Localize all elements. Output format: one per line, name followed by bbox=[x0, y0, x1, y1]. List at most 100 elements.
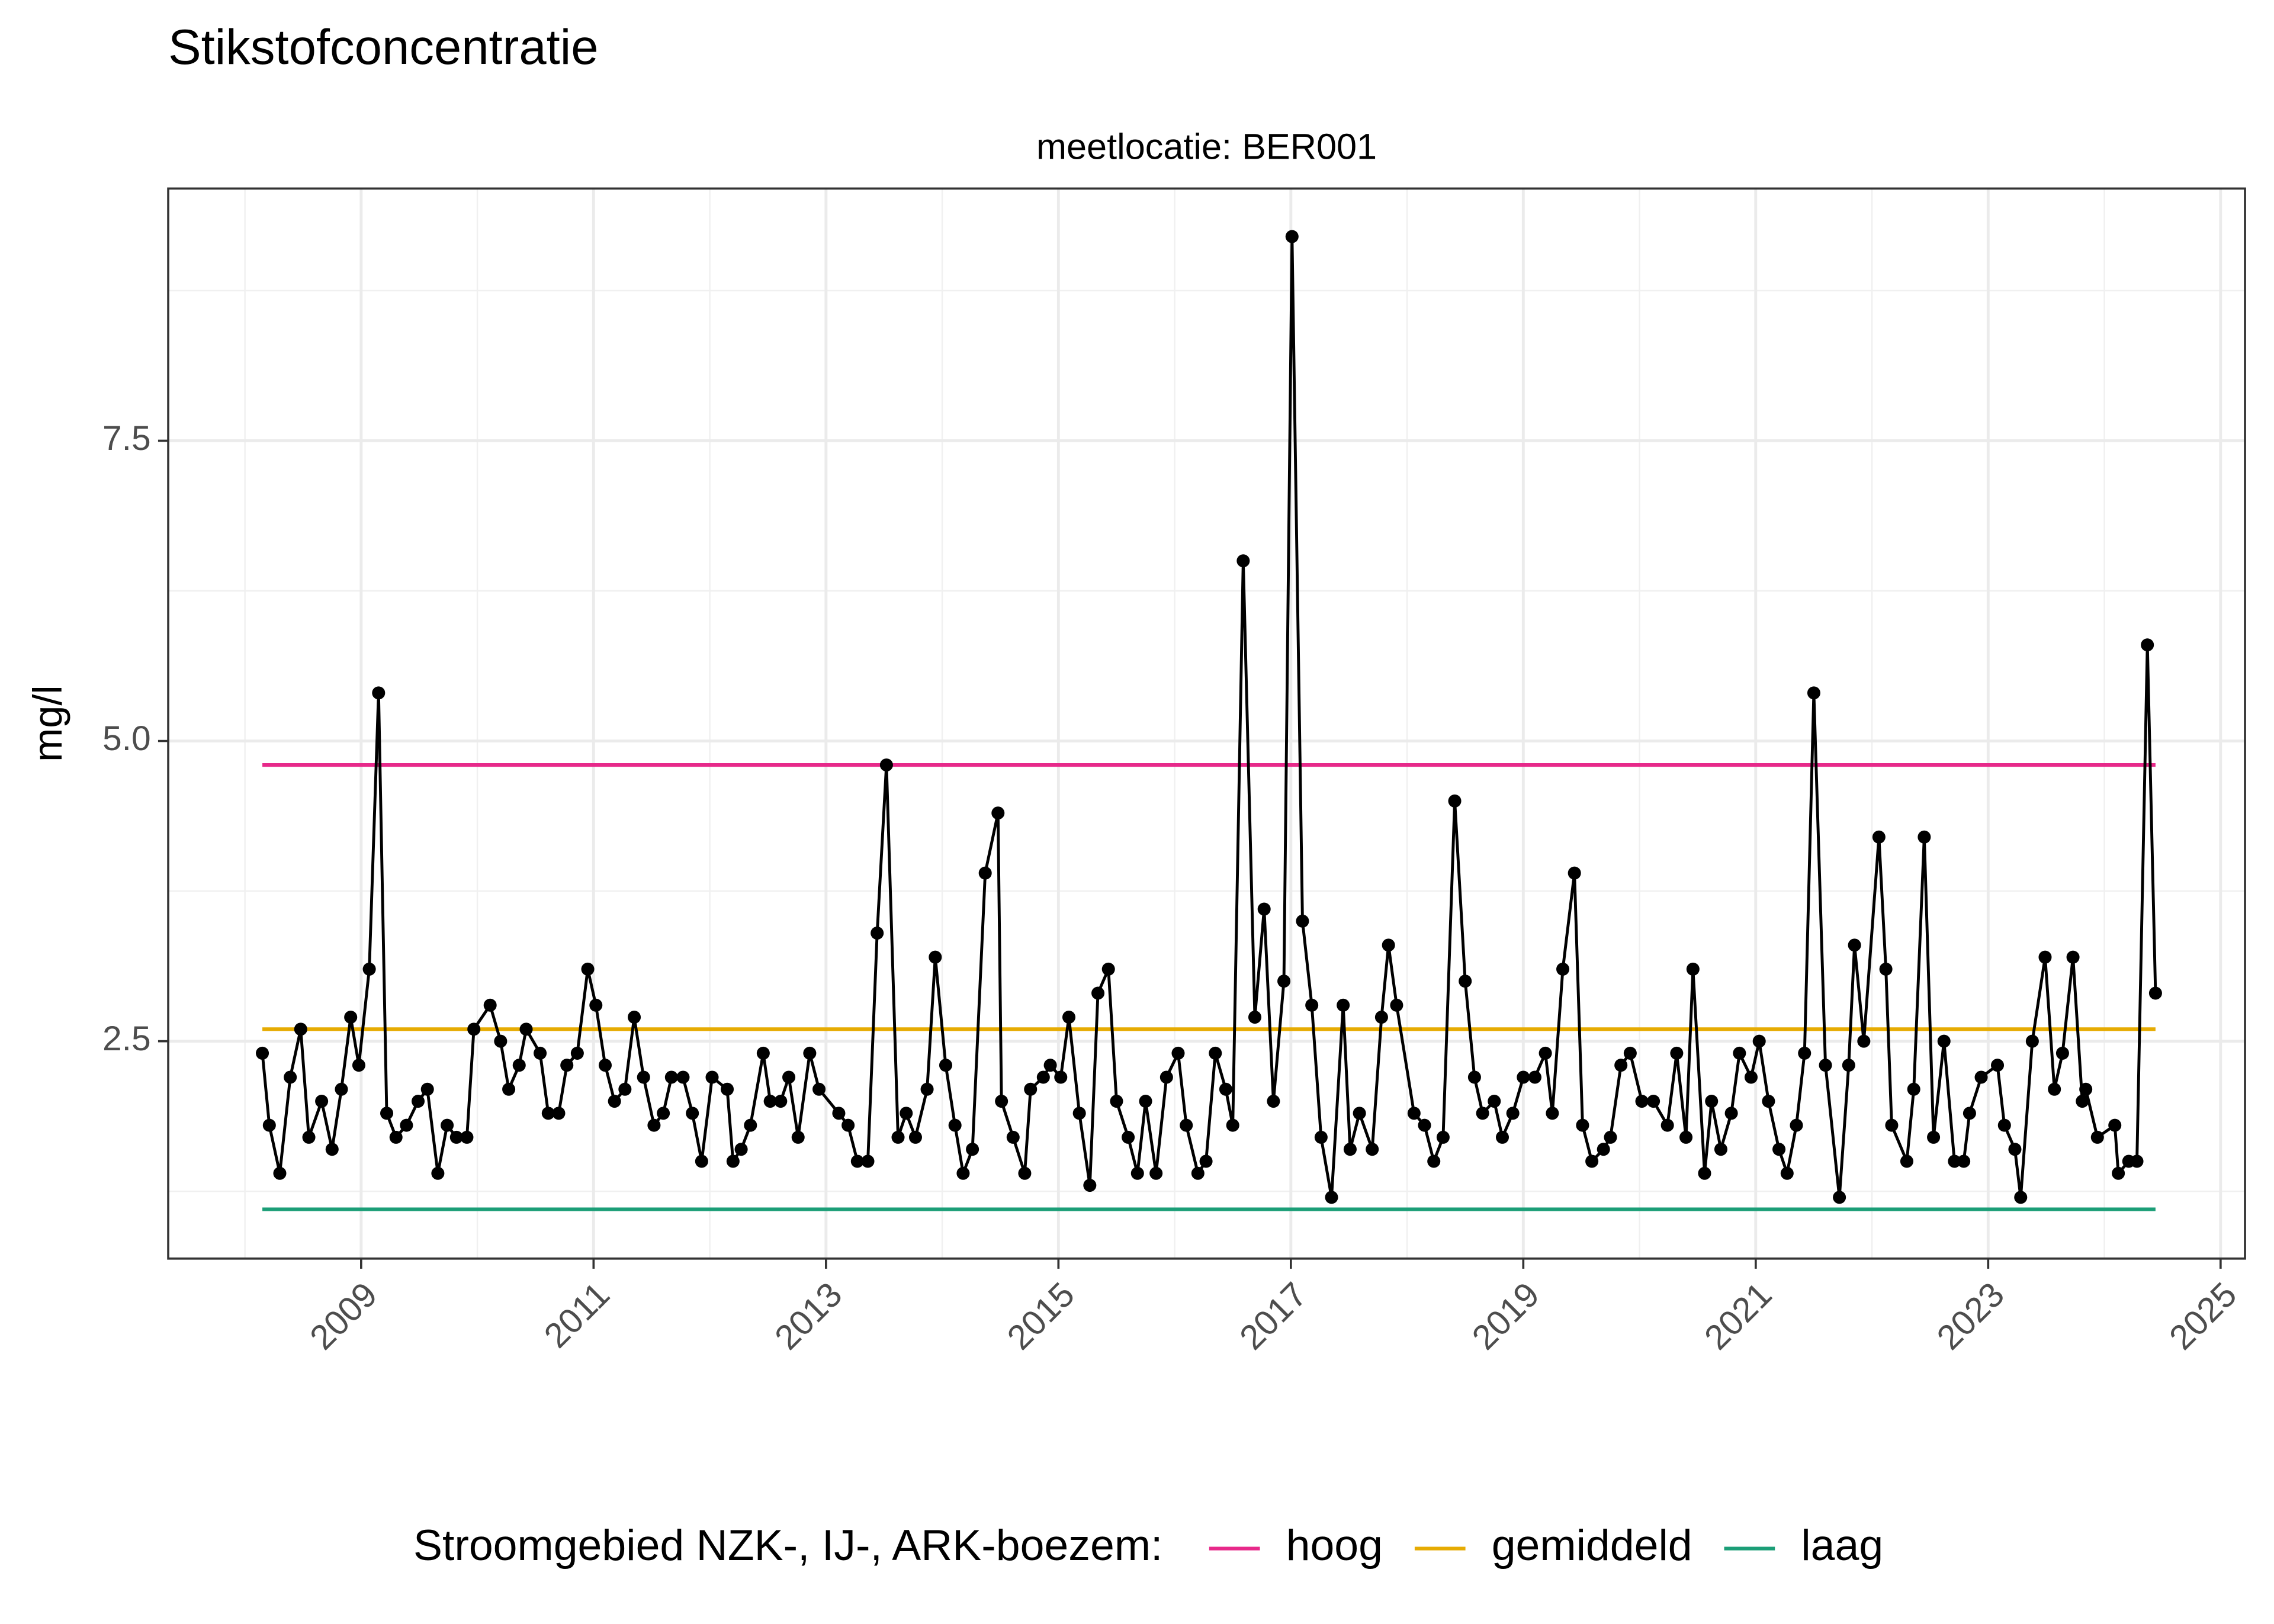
data-point bbox=[2141, 638, 2154, 652]
data-point bbox=[1267, 1095, 1280, 1108]
data-point bbox=[1780, 1166, 1794, 1180]
data-point bbox=[1296, 914, 1309, 928]
y-tick-label: 7.5 bbox=[102, 419, 151, 458]
data-point bbox=[494, 1034, 508, 1048]
data-point bbox=[664, 1070, 678, 1084]
data-point bbox=[908, 1130, 922, 1144]
data-point bbox=[1597, 1143, 1610, 1156]
data-point bbox=[1180, 1118, 1193, 1132]
chart-title: Stikstofconcentratie bbox=[168, 20, 599, 75]
data-point bbox=[1277, 975, 1291, 988]
data-point bbox=[1705, 1095, 1719, 1108]
legend-label: laag bbox=[1801, 1520, 1883, 1570]
data-point bbox=[1539, 1046, 1552, 1060]
data-point bbox=[978, 866, 992, 880]
facet-strip-label: meetlocatie: BER001 bbox=[1036, 126, 1377, 166]
y-axis-label: mg/l bbox=[25, 685, 70, 762]
data-point bbox=[2079, 1082, 2093, 1096]
data-point bbox=[1762, 1095, 1775, 1108]
data-point bbox=[686, 1107, 699, 1120]
data-point bbox=[1857, 1034, 1871, 1048]
data-point bbox=[581, 962, 595, 976]
data-point bbox=[1024, 1082, 1038, 1096]
data-point bbox=[1191, 1166, 1205, 1180]
data-point bbox=[1467, 1070, 1481, 1084]
data-point bbox=[1337, 998, 1350, 1012]
data-point bbox=[1927, 1130, 1941, 1144]
x-tick-label: 2021 bbox=[1697, 1275, 1779, 1357]
data-point bbox=[315, 1095, 329, 1108]
data-point bbox=[841, 1118, 855, 1132]
data-point bbox=[1083, 1179, 1097, 1192]
data-point bbox=[2066, 950, 2080, 964]
data-point bbox=[657, 1107, 670, 1120]
x-tick-label: 2019 bbox=[1465, 1275, 1547, 1357]
data-point bbox=[1963, 1107, 1976, 1120]
data-point bbox=[1872, 830, 1886, 844]
y-tick-label: 5.0 bbox=[102, 719, 151, 758]
data-point bbox=[2108, 1118, 2122, 1132]
data-point bbox=[325, 1143, 339, 1156]
data-point bbox=[335, 1082, 348, 1096]
data-point bbox=[1149, 1166, 1163, 1180]
data-point bbox=[782, 1070, 796, 1084]
data-point bbox=[763, 1095, 777, 1108]
data-point bbox=[1937, 1034, 1951, 1048]
data-point bbox=[1506, 1107, 1520, 1120]
data-point bbox=[400, 1118, 413, 1132]
data-point bbox=[1219, 1082, 1232, 1096]
data-point bbox=[1353, 1107, 1366, 1120]
data-point bbox=[1623, 1046, 1637, 1060]
data-point bbox=[449, 1130, 463, 1144]
data-point bbox=[1171, 1046, 1185, 1060]
data-point bbox=[1635, 1095, 1649, 1108]
data-point bbox=[791, 1130, 805, 1144]
legend-label: gemiddeld bbox=[1492, 1520, 1692, 1570]
data-point bbox=[560, 1059, 574, 1072]
data-point bbox=[879, 758, 893, 772]
data-point bbox=[1604, 1130, 1617, 1144]
data-point bbox=[1382, 938, 1395, 952]
data-point bbox=[1036, 1070, 1050, 1084]
data-point bbox=[467, 1022, 481, 1036]
data-point bbox=[861, 1155, 875, 1168]
x-tick-label: 2009 bbox=[303, 1275, 384, 1357]
data-point bbox=[1900, 1155, 1913, 1168]
data-point bbox=[744, 1118, 757, 1132]
data-point bbox=[676, 1070, 690, 1084]
data-point bbox=[1885, 1118, 1899, 1132]
data-point bbox=[1043, 1059, 1057, 1072]
data-point bbox=[1660, 1118, 1674, 1132]
data-point bbox=[1918, 830, 1931, 844]
legend-label: hoog bbox=[1286, 1520, 1383, 1570]
panel-background bbox=[168, 188, 2246, 1259]
data-point bbox=[534, 1046, 547, 1060]
data-point bbox=[939, 1059, 952, 1072]
data-point bbox=[1209, 1046, 1222, 1060]
data-point bbox=[2025, 1034, 2039, 1048]
data-point bbox=[2038, 950, 2052, 964]
data-point bbox=[734, 1143, 748, 1156]
data-point bbox=[1670, 1046, 1684, 1060]
data-point bbox=[1772, 1143, 1786, 1156]
data-point bbox=[1459, 975, 1472, 988]
x-tick-label: 2023 bbox=[1930, 1275, 2012, 1357]
data-point bbox=[512, 1059, 526, 1072]
data-point bbox=[1790, 1118, 1803, 1132]
data-point bbox=[803, 1046, 817, 1060]
data-point bbox=[900, 1107, 913, 1120]
data-point bbox=[441, 1118, 454, 1132]
data-point bbox=[389, 1130, 403, 1144]
data-point bbox=[294, 1022, 307, 1036]
data-point bbox=[598, 1059, 612, 1072]
data-point bbox=[1848, 938, 1861, 952]
data-point bbox=[460, 1130, 474, 1144]
data-point bbox=[483, 998, 497, 1012]
data-point bbox=[956, 1166, 970, 1180]
data-point bbox=[552, 1107, 566, 1120]
data-point bbox=[1488, 1095, 1501, 1108]
data-point bbox=[920, 1082, 934, 1096]
data-point bbox=[1517, 1070, 1530, 1084]
data-point bbox=[1733, 1046, 1746, 1060]
